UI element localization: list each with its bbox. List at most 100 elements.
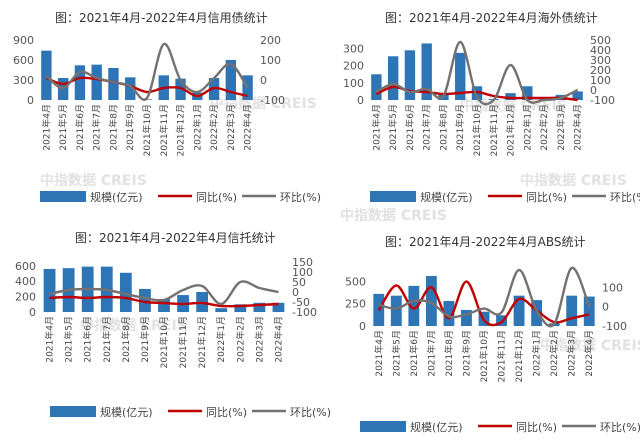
y-right-tick-label: 100 xyxy=(602,281,623,294)
chart-panel-2: 图：2021年4月-2022年4月海外债统计0100200300-1000100… xyxy=(343,10,640,204)
mom-line xyxy=(45,42,249,101)
bar xyxy=(583,296,595,326)
x-tick-label: 2022年1月 xyxy=(521,104,533,151)
x-tick-label: 2021年8月 xyxy=(443,330,455,377)
bar xyxy=(425,276,437,326)
y-right-tick-label: 300 xyxy=(590,54,611,67)
y-left-tick-label: 900 xyxy=(13,34,34,47)
x-tick-label: 2021年4月 xyxy=(44,316,56,363)
legend-mom-label: 环比(%) xyxy=(290,406,331,419)
y-right-tick-label: 200 xyxy=(590,64,611,77)
legend-yoy-label: 同比(%) xyxy=(196,191,237,204)
x-tick-label: 2021年9月 xyxy=(460,330,472,377)
x-tick-label: 2021年4月 xyxy=(40,104,52,151)
x-tick-label: 2021年6月 xyxy=(404,104,416,151)
x-tick-label: 2021年7月 xyxy=(421,104,433,151)
x-tick-label: 2022年1月 xyxy=(191,104,203,151)
x-tick-label: 2021年6月 xyxy=(408,330,420,377)
x-tick-label: 2021年8月 xyxy=(120,316,132,363)
bar xyxy=(513,295,525,326)
x-tick-label: 2021年9月 xyxy=(124,104,136,151)
bar xyxy=(108,68,119,100)
legend-yoy-label: 同比(%) xyxy=(516,421,557,434)
watermark-text: 中指数据 CREIS xyxy=(540,337,640,354)
y-left-tick-label: 500 xyxy=(345,275,366,288)
y-right-tick-label: 100 xyxy=(292,266,313,279)
x-tick-label: 2021年11月 xyxy=(177,316,189,368)
legend-bar-swatch xyxy=(40,191,86,202)
x-tick-label: 2021年9月 xyxy=(139,316,151,363)
y-left-tick-label: 300 xyxy=(13,74,34,87)
x-tick-label: 2022年2月 xyxy=(548,330,560,377)
watermark-text: 中指数据 CREIS xyxy=(210,95,317,112)
bar xyxy=(455,52,466,100)
legend-bar-label: 规模(亿元) xyxy=(100,405,153,419)
chart-panel-4: 图：2021年4月-2022年4月ABS统计 0 250 500 -100 0 100 202… xyxy=(345,235,640,434)
y-left-tick-label: 100 xyxy=(343,77,364,90)
bar xyxy=(522,86,533,100)
y-left-tick-label: 600 xyxy=(15,260,36,273)
chart-title: 图：2021年4月-2022年4月信用债统计 xyxy=(55,11,268,25)
x-tick-label: 2021年7月 xyxy=(101,316,113,363)
mom-line xyxy=(378,266,591,328)
legend-bar-label: 规模(亿元) xyxy=(90,190,143,204)
x-tick-label: 2022年4月 xyxy=(572,104,584,151)
chart-title: 图：2021年4月-2022年4月信托统计 xyxy=(75,231,276,245)
bar xyxy=(158,298,170,312)
x-tick-label: 2022年3月 xyxy=(253,316,265,363)
bar xyxy=(443,301,455,326)
y-left-tick-label: 200 xyxy=(343,60,364,73)
bar xyxy=(175,78,186,100)
bar xyxy=(272,302,285,312)
x-tick-label: 2021年10月 xyxy=(478,330,490,382)
x-tick-label: 2021年5月 xyxy=(387,104,399,151)
legend-mom-label: 环比(%) xyxy=(600,421,640,434)
y-right-tick-label: -50 xyxy=(292,296,310,309)
legend-bar-label: 规模(亿元) xyxy=(410,420,463,434)
y-left-tick-label: 0 xyxy=(27,94,34,107)
chart-panel-3: 图：2021年4月-2022年4月信托统计0200400600-100-5005… xyxy=(15,231,331,419)
x-tick-label: 2022年3月 xyxy=(225,104,237,151)
bar xyxy=(387,56,399,100)
x-tick-label: 2021年6月 xyxy=(82,316,94,363)
bar xyxy=(505,93,516,100)
yoy-line xyxy=(49,295,279,308)
x-tick-label: 2022年3月 xyxy=(566,330,578,377)
x-tick-label: 2022年4月 xyxy=(242,104,254,151)
x-tick-label: 2021年10月 xyxy=(471,104,483,156)
x-tick-label: 2022年3月 xyxy=(555,104,567,151)
y-right-tick-label: 100 xyxy=(260,54,281,67)
bar xyxy=(421,43,432,100)
x-tick-label: 2022年2月 xyxy=(234,316,246,363)
bar xyxy=(408,285,420,326)
bar xyxy=(253,302,266,312)
y-right-tick-label: 200 xyxy=(260,34,281,47)
bar xyxy=(566,295,578,326)
y-left-tick-label: 200 xyxy=(15,291,36,304)
x-tick-label: 2021年8月 xyxy=(107,104,119,151)
bar xyxy=(390,295,402,326)
x-tick-label: 2021年9月 xyxy=(454,104,466,151)
x-tick-label: 2022年1月 xyxy=(215,316,227,363)
bar xyxy=(125,77,136,100)
bar xyxy=(91,64,102,100)
chart-panel-1: 图：2021年4月-2022年4月信用债统计 0 300 600 900 -100 0 100… xyxy=(13,11,321,204)
x-tick-label: 2021年8月 xyxy=(437,104,449,151)
legend-yoy-label: 同比(%) xyxy=(206,406,247,419)
legend-bar-swatch xyxy=(370,191,416,202)
watermark-text: 中指数据 CREIS xyxy=(520,172,627,189)
x-tick-label: 2021年11月 xyxy=(496,330,508,382)
x-tick-label: 2022年2月 xyxy=(538,104,550,151)
x-tick-label: 2021年5月 xyxy=(390,330,402,377)
watermark-text: 中指数据 CREIS xyxy=(80,317,187,334)
legend-bar-swatch xyxy=(360,421,406,432)
y-right-tick-label: 400 xyxy=(590,44,611,57)
legend-bar-label: 规模(亿元) xyxy=(420,190,473,204)
bar xyxy=(404,50,416,100)
bar xyxy=(531,300,543,326)
x-tick-label: 2022年2月 xyxy=(208,104,220,151)
y-right-tick-label: 500 xyxy=(590,34,611,47)
x-tick-label: 2021年12月 xyxy=(513,330,525,382)
x-tick-label: 2021年6月 xyxy=(74,104,86,151)
